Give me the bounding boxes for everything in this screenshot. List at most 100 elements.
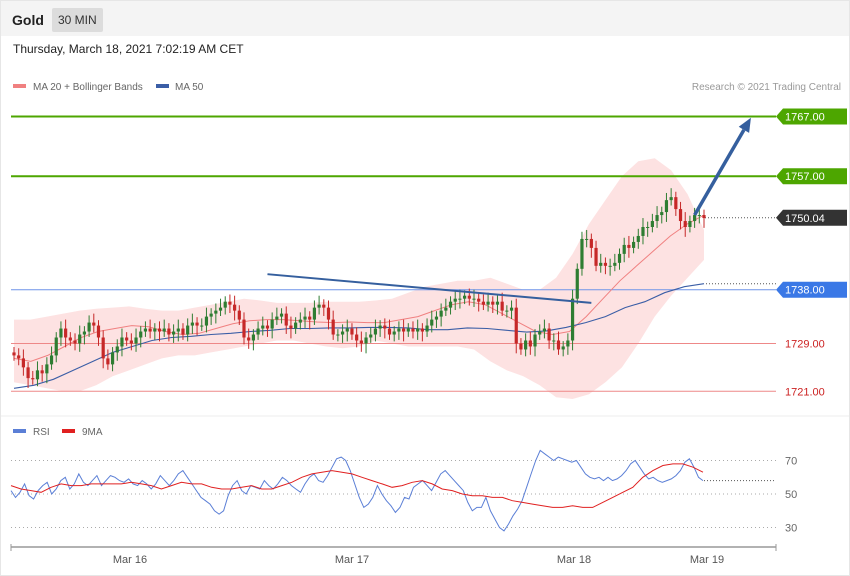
candle-body	[214, 310, 218, 314]
candle-body	[500, 301, 504, 311]
price-level-label: 1729.00	[785, 338, 825, 350]
candle-body	[73, 340, 77, 344]
candle-body	[397, 328, 401, 332]
legend-label-ma50: MA 50	[175, 82, 204, 93]
candle-body	[345, 328, 349, 332]
candle-body	[181, 328, 185, 335]
target-arrow-head	[738, 117, 751, 133]
candle-body	[538, 331, 542, 335]
candle-body	[261, 325, 265, 329]
candle-body	[106, 358, 110, 365]
instrument-name: Gold	[12, 12, 44, 28]
candle-body	[157, 328, 162, 332]
candle-body	[228, 301, 232, 305]
candle-body	[270, 319, 274, 329]
candle-body	[12, 352, 16, 356]
candle-body	[322, 304, 326, 308]
candle-body	[416, 328, 420, 332]
candle-body	[519, 343, 523, 350]
candle-body	[176, 328, 180, 332]
candle-body	[17, 355, 21, 359]
candle-body	[524, 340, 528, 350]
rsi-line	[10, 449, 704, 532]
candle-body	[373, 328, 378, 335]
candle-body	[204, 316, 209, 326]
candle-body	[167, 328, 171, 335]
candle-body	[570, 298, 575, 341]
candle-body	[552, 340, 556, 342]
legend-swatch-rsi	[13, 429, 26, 433]
candle-body	[134, 337, 138, 344]
candle-body	[453, 298, 457, 302]
candle-body	[674, 197, 678, 210]
price-level-label: 1721.00	[785, 386, 825, 398]
x-tick-label: Mar 19	[690, 554, 724, 566]
legend-label-9ma: 9MA	[82, 427, 103, 438]
candle-body	[101, 337, 105, 359]
candle-body	[580, 238, 584, 269]
legend-swatch-9ma	[62, 429, 75, 433]
top-bar: Gold 30 MIN	[1, 1, 849, 36]
rsi-tick-label: 70	[785, 456, 797, 468]
candle-body	[678, 209, 683, 222]
candle-body	[491, 301, 495, 305]
candle-body	[561, 346, 565, 350]
candle-body	[326, 307, 331, 320]
x-tick-label: Mar 17	[335, 554, 369, 566]
candle-body	[129, 340, 133, 344]
candle-body	[383, 325, 387, 329]
candle-body	[162, 328, 166, 332]
candle-body	[599, 262, 603, 266]
candle-body	[54, 337, 58, 356]
candle-body	[21, 358, 25, 368]
candle-body	[430, 319, 434, 326]
candle-body	[200, 325, 204, 327]
candle-body	[190, 322, 194, 326]
candle-body	[467, 295, 471, 299]
candle-body	[655, 215, 659, 222]
candle-body	[331, 319, 335, 335]
candle-body	[622, 244, 626, 254]
candle-body	[646, 227, 650, 229]
candle-body	[317, 304, 321, 308]
legend-label-ma20: MA 20 + Bollinger Bands	[33, 82, 143, 93]
legend-swatch-ma50	[156, 84, 169, 88]
candle-body	[528, 340, 532, 347]
candle-body	[594, 247, 598, 266]
target-arrow-shaft	[693, 128, 746, 216]
candle-body	[697, 215, 701, 217]
candle-body	[566, 340, 570, 347]
candle-body	[631, 241, 636, 248]
candle-body	[45, 364, 49, 374]
candle-body	[509, 307, 514, 311]
candle-body	[669, 197, 673, 201]
candle-body	[64, 328, 68, 338]
candle-body	[251, 334, 255, 341]
price-level-tag	[776, 108, 847, 125]
drawing-annotations	[267, 117, 751, 304]
price-level-tag	[776, 281, 847, 298]
resistance-trendline	[267, 273, 592, 304]
candle-body	[68, 337, 72, 341]
candlesticks	[12, 188, 706, 388]
candle-body	[387, 328, 392, 335]
candle-body	[641, 227, 645, 236]
candle-body	[298, 319, 302, 323]
candle-body	[40, 370, 44, 374]
candle-body	[406, 328, 410, 332]
candle-body	[693, 215, 697, 222]
candle-body	[340, 331, 345, 335]
candle-body	[364, 337, 368, 344]
moving-averages	[13, 214, 705, 389]
candle-body	[425, 325, 429, 332]
candle-body	[96, 325, 101, 338]
candle-body	[284, 313, 288, 326]
candle-body	[92, 322, 96, 326]
timeframe-button[interactable]: 30 MIN	[52, 8, 103, 32]
candle-body	[115, 346, 119, 353]
price-level-label: 1738.00	[785, 285, 825, 297]
candle-body	[608, 265, 612, 267]
candle-body	[59, 328, 63, 338]
candle-body	[218, 307, 223, 311]
